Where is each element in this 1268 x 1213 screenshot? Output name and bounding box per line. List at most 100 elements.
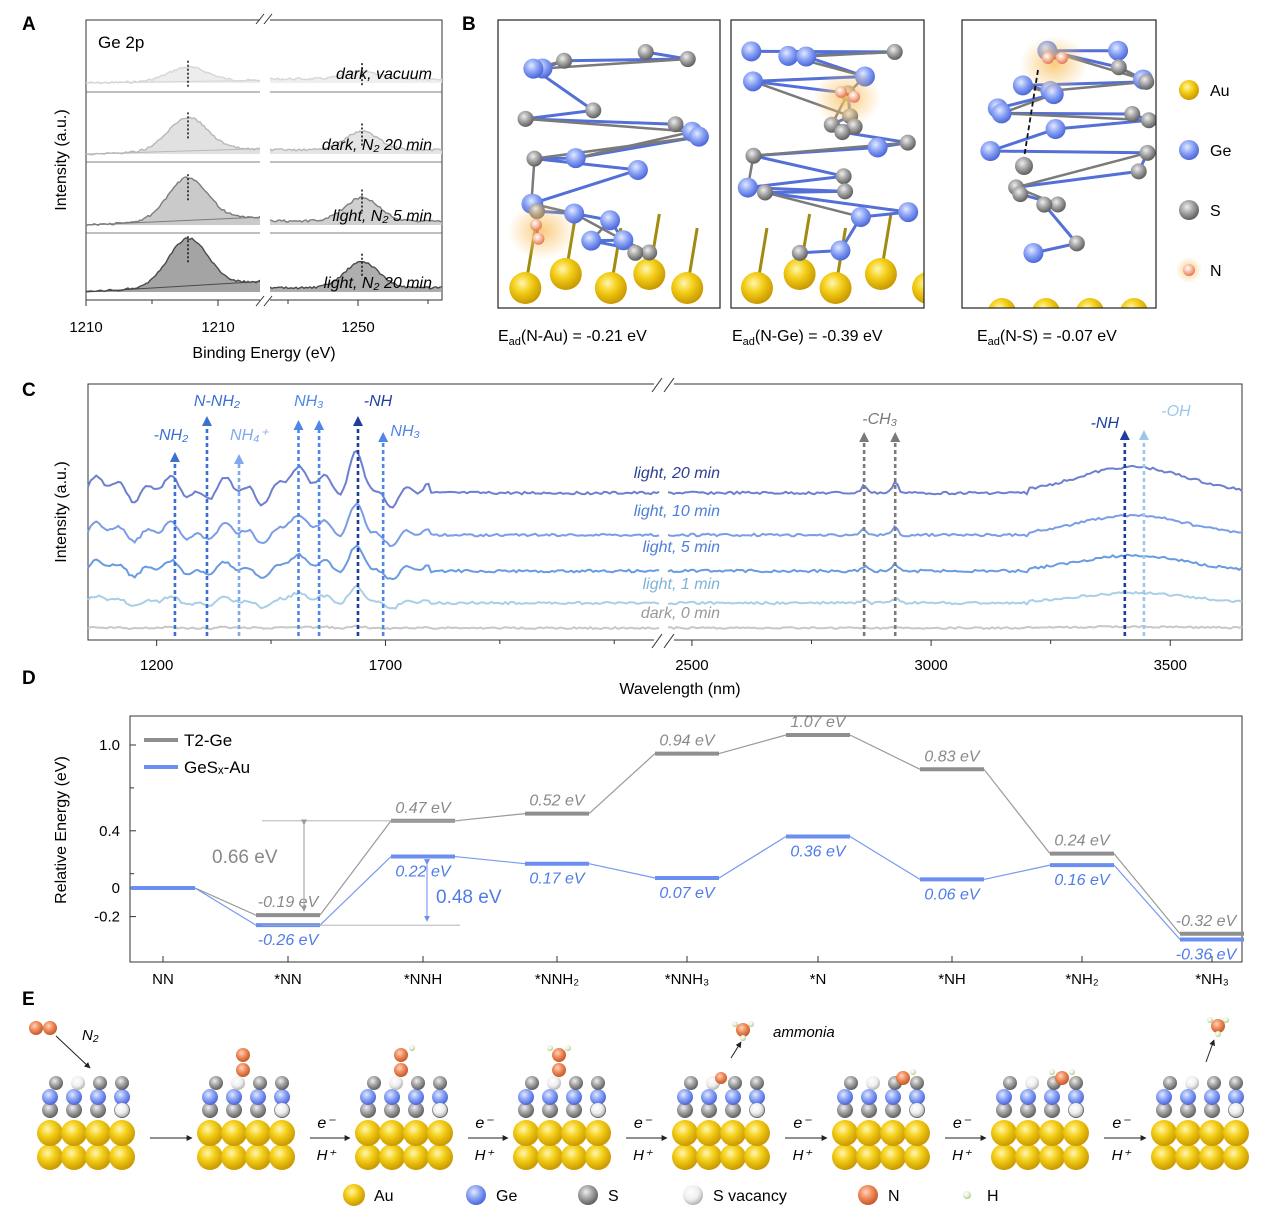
- s-atom: [209, 1076, 223, 1090]
- panel-a-xtick-2: 1210: [201, 319, 234, 336]
- series-label: light, 1 min: [643, 576, 720, 593]
- n-atom: [1056, 52, 1068, 64]
- h-atom: [910, 1069, 916, 1075]
- s-atom: [115, 1076, 129, 1090]
- ammonia-label: ammonia: [773, 1024, 835, 1041]
- barrier-label-t2ge: 0.66 eV: [212, 847, 278, 868]
- s-atom: [866, 1076, 880, 1090]
- ge-atom: [725, 1089, 741, 1105]
- ge-atom: [542, 1089, 558, 1105]
- energy-value-label: 0.36 eV: [790, 844, 846, 861]
- n-atom: [394, 1048, 408, 1062]
- peak-label: NH₃: [390, 423, 419, 440]
- s-atom: [1025, 1076, 1039, 1090]
- category-label: NN: [152, 971, 174, 988]
- energy-series: -0.26 eV 0.22 eV 0.17 eV 0.07 eV 0.36 eV 0.06…: [131, 834, 1244, 963]
- ge-atom: [581, 230, 602, 251]
- s-atom: [627, 244, 644, 261]
- ge-atom: [861, 1089, 877, 1105]
- y-tick-label: 0: [112, 880, 120, 897]
- ge-atom: [600, 210, 621, 231]
- spectrum-trace: [87, 624, 660, 631]
- peak-label: -NH: [364, 393, 393, 410]
- peak-annotation: -OH: [1138, 403, 1191, 636]
- spectrum-series: light, 20 min: [87, 449, 1243, 509]
- panel-a-xtick-1: 1210: [69, 319, 102, 336]
- proton-label: H⁺: [1112, 1147, 1132, 1164]
- ge-atom: [737, 177, 758, 198]
- legend-swatch: [858, 1185, 878, 1205]
- ge-atom: [565, 148, 586, 169]
- ge-atom: [837, 1089, 853, 1105]
- s-atom: [1049, 196, 1066, 213]
- s-atom: [1138, 73, 1155, 90]
- panel-a-ylabel: Intensity (a.u.): [53, 109, 70, 210]
- proton-label: H⁺: [633, 1147, 653, 1164]
- s-atom: [569, 1076, 583, 1090]
- peak-label: -OH: [1161, 403, 1191, 420]
- structure-energy-s: Ead(N-S) = -0.07 eV: [977, 328, 1117, 348]
- peak-label: -NH₂: [154, 427, 189, 444]
- mechanism-step: [832, 1069, 930, 1170]
- s-atom: [834, 124, 851, 141]
- panel-c-spectra: light, 20 min light, 10 min light, 5 min li…: [53, 377, 1243, 698]
- ge-atom: [909, 1089, 925, 1105]
- legend-label-gesx: GeSₓ-Au: [184, 758, 250, 777]
- xps-trace-right: [267, 195, 443, 223]
- au-atom: [1015, 1120, 1041, 1146]
- h-atom: [732, 1021, 738, 1027]
- ge-atom: [701, 1089, 717, 1105]
- s-atom: [679, 51, 696, 68]
- au-atom: [37, 1144, 63, 1170]
- spectrum-trace: [667, 590, 1243, 606]
- reaction-arrow: e⁻ H⁺: [468, 1115, 509, 1164]
- au-atom: [85, 1144, 111, 1170]
- xps-row-label: light, N₂ 5 min: [333, 208, 433, 225]
- n-atom: [736, 1023, 750, 1037]
- n-atom: [43, 1021, 57, 1035]
- h-atom: [565, 1045, 571, 1051]
- au-atom: [672, 1144, 698, 1170]
- energy-value-label: -0.36 eV: [1176, 946, 1238, 963]
- au-atom: [904, 1144, 930, 1170]
- au-atom: [1199, 1144, 1225, 1170]
- au-atom: [109, 1144, 135, 1170]
- category-label: *NNH₂: [535, 971, 579, 988]
- ge-atom: [677, 1089, 693, 1105]
- peak-annotation: -NH: [1091, 415, 1130, 636]
- mechanism-step: N₂: [29, 1021, 135, 1170]
- au-atom: [403, 1120, 429, 1146]
- xps-trace-left: [85, 176, 263, 227]
- au-atom: [988, 298, 1016, 308]
- legend-swatch: [1179, 140, 1199, 160]
- xps-row-label: dark, N₂ 20 min: [322, 137, 432, 154]
- legend-label: Ge: [496, 1188, 517, 1205]
- ge-atom: [523, 58, 544, 79]
- energy-value-label: 0.17 eV: [529, 871, 585, 888]
- ge-atom: [749, 1089, 765, 1105]
- panel-a-xlabel: Binding Energy (eV): [192, 345, 335, 362]
- xps-trace-left: [85, 65, 263, 85]
- peak-annotation: NH₃: [293, 393, 324, 636]
- au-atom: [696, 1120, 722, 1146]
- x-tick-label: 1200: [140, 657, 173, 674]
- au-atom: [991, 1144, 1017, 1170]
- au-atom: [633, 258, 666, 290]
- au-atom: [1199, 1120, 1225, 1146]
- au-atom: [856, 1144, 882, 1170]
- mechanism-step: [1151, 1017, 1249, 1170]
- adsorption-structure: [497, 19, 721, 309]
- ge-atom: [778, 45, 799, 66]
- au-atom: [1039, 1144, 1065, 1170]
- series-label: light, 10 min: [634, 503, 720, 520]
- series-label: light, 20 min: [634, 465, 720, 482]
- au-atom: [1151, 1144, 1177, 1170]
- structure-energy-au: Ead(N-Au) = -0.21 eV: [498, 328, 647, 348]
- spectrum-trace: [667, 624, 1243, 631]
- au-atom: [85, 1120, 111, 1146]
- s-atom: [517, 110, 534, 127]
- s-atom: [677, 1102, 693, 1118]
- s-atom: [791, 244, 808, 261]
- s-atom: [202, 1102, 218, 1118]
